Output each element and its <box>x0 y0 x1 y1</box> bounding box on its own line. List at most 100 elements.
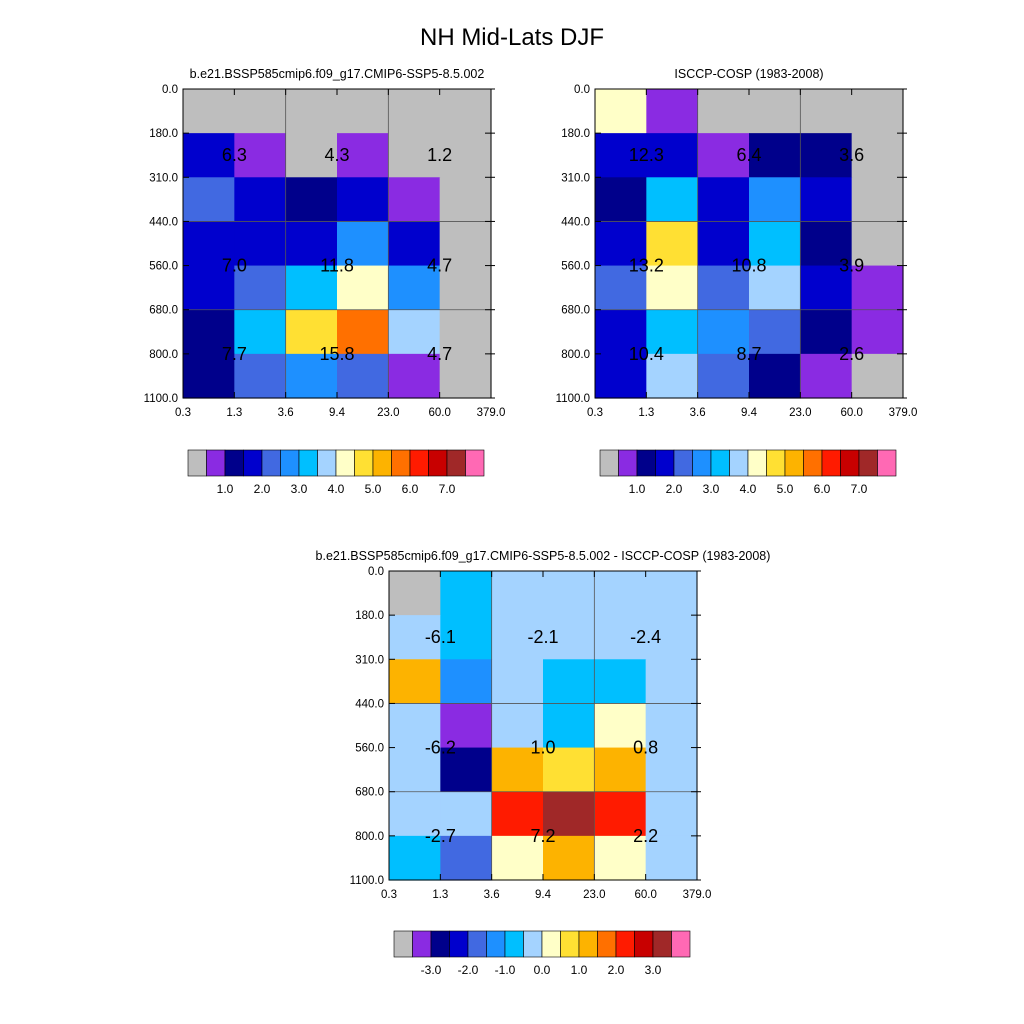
heatmap-cell <box>749 221 801 267</box>
heatmap-cell <box>183 309 235 355</box>
heatmap-cell <box>389 835 441 881</box>
x-tick-label: 23.0 <box>583 889 605 901</box>
y-tick-label: 0.0 <box>162 84 178 96</box>
y-tick-label: 560.0 <box>355 743 384 755</box>
heatmap-cell <box>749 265 801 311</box>
heatmap-cell <box>595 265 647 311</box>
heatmap-cell <box>645 791 698 837</box>
box-value-label: -2.7 <box>425 826 456 846</box>
colorbar-label: 1.0 <box>571 963 588 977</box>
box-value-label: 4.3 <box>324 145 349 165</box>
heatmap-cell <box>595 177 647 223</box>
colorbar-swatch <box>599 449 619 477</box>
box-value-label: 0.8 <box>633 738 658 758</box>
heatmap-cell <box>183 89 235 134</box>
heatmap-cell <box>543 747 595 793</box>
heatmap-cell <box>646 89 699 134</box>
colorbar-label: 3.0 <box>703 482 720 496</box>
heatmap-cell <box>388 133 441 178</box>
colorbar-swatch <box>465 449 485 477</box>
heatmap-cell <box>646 177 699 223</box>
colorbar-label: 2.0 <box>254 482 271 496</box>
colorbar-swatch <box>671 930 691 958</box>
heatmap-cell <box>285 89 338 134</box>
heatmap-cell <box>851 353 904 399</box>
heatmap-cell <box>491 703 544 749</box>
box-value-label: 1.2 <box>427 145 452 165</box>
heatmap-cell <box>388 89 441 134</box>
colorbar-swatch <box>280 449 300 477</box>
y-tick-label: 180.0 <box>149 128 178 140</box>
box-value-label: 15.8 <box>319 344 354 364</box>
colorbar-swatch <box>393 930 413 958</box>
heatmap-cell <box>543 571 595 616</box>
box-value-label: 4.7 <box>427 344 452 364</box>
colorbar-swatch <box>784 449 804 477</box>
heatmap-cell <box>234 353 287 399</box>
colorbar-label: 3.0 <box>291 482 308 496</box>
colorbar-label: 7.0 <box>439 482 456 496</box>
heatmap-cell <box>439 177 492 223</box>
panel-title: b.e21.BSSP585cmip6.f09_g17.CMIP6-SSP5-8.… <box>316 549 771 563</box>
heatmap-cell <box>697 309 750 355</box>
heatmap-cell <box>440 659 493 705</box>
heatmap-cell <box>234 89 287 134</box>
y-tick-label: 440.0 <box>561 216 590 228</box>
heatmap-cell <box>440 835 493 881</box>
box-value-label: 13.2 <box>629 256 664 276</box>
colorbar-swatch <box>187 449 207 477</box>
colorbar-swatch <box>615 930 635 958</box>
heatmap-cell <box>543 791 595 837</box>
box-value-label: 6.4 <box>736 145 761 165</box>
colorbar-swatch <box>523 930 543 958</box>
colorbar-label: -2.0 <box>458 963 479 977</box>
heatmap-cell <box>851 265 904 311</box>
colorbar-label: 4.0 <box>328 482 345 496</box>
colorbar-swatch <box>578 930 598 958</box>
colorbar-swatch <box>317 449 337 477</box>
colorbar-swatch <box>747 449 767 477</box>
heatmap-cell <box>595 133 647 178</box>
heatmap-cell <box>646 133 699 178</box>
y-tick-label: 440.0 <box>355 698 384 710</box>
heatmap-cell <box>800 309 853 355</box>
heatmap-cell <box>645 703 698 749</box>
heatmap-cell <box>697 353 750 399</box>
heatmap-cell <box>697 177 750 223</box>
heatmap-cell <box>337 177 389 223</box>
box-value-label: 1.0 <box>530 738 555 758</box>
colorbar-swatch <box>409 449 429 477</box>
heatmap-panel-model: b.e21.BSSP585cmip6.f09_g17.CMIP6-SSP5-8.… <box>144 67 506 496</box>
heatmap-cell <box>645 659 698 705</box>
colorbar-label: 2.0 <box>666 482 683 496</box>
y-tick-label: 180.0 <box>355 610 384 622</box>
colorbar-swatch <box>261 449 281 477</box>
heatmap-cell <box>851 133 904 178</box>
heatmap-cell <box>491 791 544 837</box>
colorbar-label: -1.0 <box>495 963 516 977</box>
heatmap-cell <box>491 835 544 881</box>
heatmap-cell <box>389 703 441 749</box>
heatmap-cell <box>285 133 338 178</box>
colorbar-label: -3.0 <box>421 963 442 977</box>
heatmap-cell <box>491 615 544 660</box>
colorbar-label: 4.0 <box>740 482 757 496</box>
box-value-label: 11.8 <box>320 256 354 276</box>
heatmap-cell <box>594 835 647 881</box>
heatmap-panel-difference: b.e21.BSSP585cmip6.f09_g17.CMIP6-SSP5-8.… <box>316 549 771 977</box>
heatmap-cell <box>389 791 441 837</box>
box-value-label: 10.4 <box>629 344 664 364</box>
box-value-label: -6.1 <box>425 627 456 647</box>
y-tick-label: 440.0 <box>149 216 178 228</box>
heatmap-cell <box>439 309 492 355</box>
heatmap-cell <box>594 747 647 793</box>
y-tick-label: 680.0 <box>149 305 178 317</box>
colorbar-swatch <box>636 449 656 477</box>
box-value-label: 3.9 <box>839 256 864 276</box>
heatmap-cell <box>800 133 853 178</box>
heatmap-cell <box>337 221 389 267</box>
x-tick-label: 60.0 <box>840 407 862 419</box>
heatmap-cell <box>697 133 750 178</box>
heatmap-cell <box>749 177 801 223</box>
